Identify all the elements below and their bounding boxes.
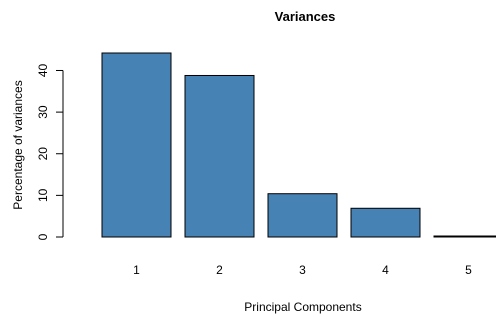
bar-pc-3 <box>267 193 338 238</box>
x-tick-labels: 1 2 3 4 5 <box>133 263 472 277</box>
x-tick-label: 3 <box>299 263 306 277</box>
y-tick-label: 30 <box>36 105 50 119</box>
y-tick-label: 10 <box>36 188 50 202</box>
y-axis-label: Percentage of variances <box>11 80 25 209</box>
x-axis-label: Principal Components <box>244 300 361 314</box>
chart-title: Variances <box>275 9 336 24</box>
bar-pc-2 <box>184 74 255 238</box>
bar-pc-5 <box>433 235 496 238</box>
x-tick-label: 1 <box>133 263 140 277</box>
y-axis: 0 10 20 30 40 <box>36 63 64 240</box>
x-tick-label: 5 <box>465 263 472 277</box>
y-tick-label: 20 <box>36 147 50 161</box>
y-tick-label: 40 <box>36 63 50 77</box>
x-tick-label: 2 <box>216 263 223 277</box>
bar-pc-4 <box>350 207 421 238</box>
bar-pc-1 <box>101 52 172 238</box>
x-tick-label: 4 <box>382 263 389 277</box>
bar-group <box>101 52 496 238</box>
y-tick-label: 0 <box>36 233 50 240</box>
